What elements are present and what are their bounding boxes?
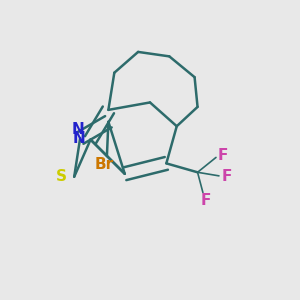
Text: N: N bbox=[73, 130, 85, 146]
Text: Br: Br bbox=[95, 158, 114, 172]
Text: N: N bbox=[71, 122, 84, 137]
Text: S: S bbox=[56, 169, 67, 184]
Text: F: F bbox=[217, 148, 228, 163]
Text: F: F bbox=[201, 193, 211, 208]
Text: F: F bbox=[221, 169, 232, 184]
